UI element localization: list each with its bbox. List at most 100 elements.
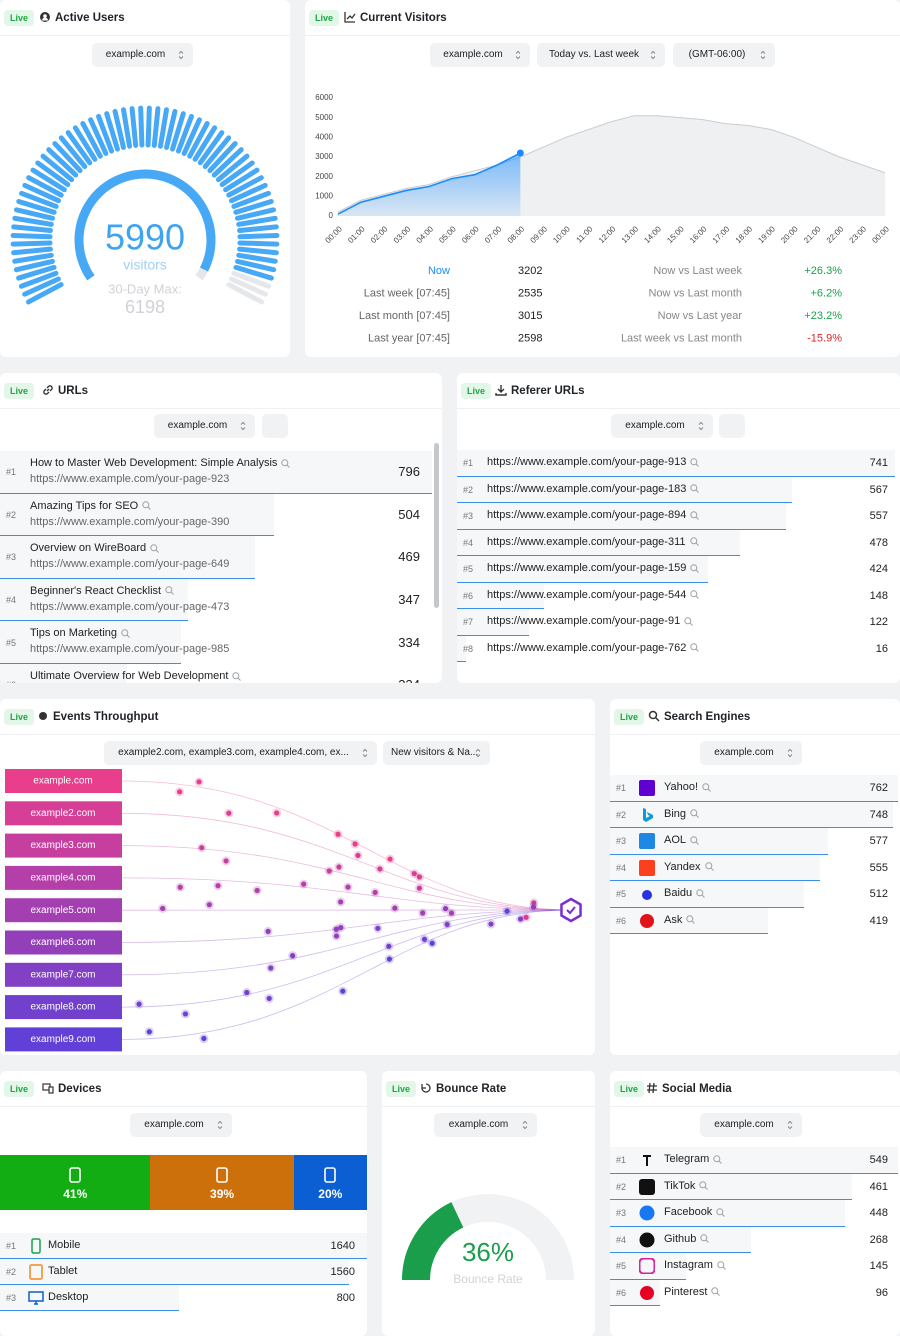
panel-header: Live Social Media <box>610 1071 900 1107</box>
gauge-bar <box>19 190 59 209</box>
chevron <box>650 50 656 60</box>
x-tick-label: 03:00 <box>392 224 413 245</box>
select-text: Today vs. Last week <box>548 49 640 60</box>
gauge-bar <box>211 147 244 178</box>
select[interactable]: New visitors & Na... <box>383 741 490 765</box>
stat-label: Last year [07:45] <box>368 333 450 345</box>
x-tick-label: 12:00 <box>597 224 618 245</box>
item-name-wrap: Yahoo! <box>664 781 711 793</box>
item-bar <box>610 1253 687 1280</box>
source-label: example5.com <box>30 905 95 916</box>
stat-label: Last month [07:45] <box>359 310 450 322</box>
header-icon <box>43 385 53 395</box>
select[interactable]: example.com <box>130 1113 232 1137</box>
source-label: example3.com <box>30 840 95 851</box>
event-dot <box>201 1035 207 1042</box>
event-dot <box>340 988 346 994</box>
gauge-bar <box>65 130 93 166</box>
lens <box>142 501 150 509</box>
icon-shape <box>31 1238 41 1254</box>
chevron-icon <box>787 1120 793 1130</box>
select[interactable]: example.com <box>611 414 713 438</box>
search-icon <box>281 458 291 468</box>
y-tick-label: 0 <box>329 211 334 220</box>
item-count: 334 <box>398 634 420 650</box>
item-icon <box>639 1232 655 1248</box>
panel-title: Devices <box>58 1083 102 1095</box>
source-box <box>5 962 122 987</box>
select[interactable]: Today vs. Last week <box>537 43 665 67</box>
lens <box>716 1208 724 1216</box>
item-rank: #5 <box>616 1261 627 1272</box>
select[interactable]: example.com <box>700 741 802 765</box>
share-segment: 39% <box>150 1155 294 1210</box>
item-name: Desktop <box>48 1291 89 1303</box>
icon-part <box>43 14 47 18</box>
item-name: https://www.example.com/your-page-311 <box>487 535 686 548</box>
select-text: example.com <box>714 1119 774 1130</box>
item-bar <box>457 503 787 530</box>
icon-shape <box>642 890 652 901</box>
search-icon <box>717 1261 726 1270</box>
item-count: 504 <box>398 506 420 522</box>
select[interactable]: example.com <box>434 1113 537 1137</box>
event-dot <box>301 881 307 887</box>
stat-compare: Now vs Last month <box>648 288 742 300</box>
gauge-bar <box>96 113 115 154</box>
item-bar <box>610 775 898 802</box>
item-rank: #5 <box>616 889 627 900</box>
item-name: AOL <box>664 834 687 847</box>
item-bar <box>0 536 255 579</box>
event-dot <box>387 856 393 862</box>
icon-shape <box>640 913 654 928</box>
handle <box>695 516 700 520</box>
event-dot <box>333 933 340 939</box>
select[interactable]: example.com <box>430 43 530 67</box>
panel-title: Events Throughput <box>53 711 159 723</box>
event-dot <box>444 921 450 928</box>
select[interactable]: (GMT-06:00) <box>673 43 775 67</box>
search-icon <box>711 1287 721 1297</box>
source-box <box>5 1027 122 1052</box>
icon-part <box>421 1083 431 1093</box>
item-rank: #3 <box>6 552 17 563</box>
item-count: 448 <box>869 1207 888 1220</box>
gauge-bar <box>197 130 225 166</box>
event-dot <box>345 884 351 890</box>
select[interactable]: example.com <box>700 1113 802 1137</box>
active-users-panel: Live Active Users example.com 5990 visitors 3… <box>0 0 290 357</box>
icon-shape <box>69 1167 82 1183</box>
icon-part <box>344 12 356 23</box>
search-icon <box>690 458 700 467</box>
search-icon <box>150 543 160 553</box>
gauge-bar <box>12 215 54 227</box>
event-dot <box>420 910 426 916</box>
select[interactable]: example.com <box>154 414 255 438</box>
item-name-wrap: https://www.example.com/your-page-311 <box>487 536 699 548</box>
item-bar <box>610 801 893 828</box>
item-icon <box>31 1238 41 1254</box>
select[interactable]: example.com <box>92 43 193 67</box>
layers-button[interactable] <box>262 414 288 438</box>
chevron <box>475 748 481 758</box>
item-name-wrap: Tips on Marketing <box>30 627 130 639</box>
icon-shape <box>643 807 653 822</box>
item-name-wrap: https://www.example.com/your-page-762 <box>487 642 700 654</box>
event-dot <box>266 995 272 1002</box>
select-text: example.com <box>443 49 503 60</box>
select[interactable]: example2.com, example3.com, example4.com… <box>104 741 377 765</box>
chevron <box>362 748 368 758</box>
layers-button[interactable] <box>719 414 745 438</box>
item-name-wrap: https://www.example.com/your-page-913 <box>487 456 700 468</box>
event-dot <box>338 899 344 905</box>
icon-part <box>42 17 48 21</box>
icon-part <box>495 385 507 396</box>
gauge-bar <box>18 270 59 289</box>
event-dot <box>338 924 344 931</box>
gauge-bar <box>46 147 79 178</box>
list-row: #3 Facebook 448 <box>610 1200 900 1227</box>
source-label: example6.com <box>30 937 95 948</box>
item-name: Mobile <box>48 1239 81 1251</box>
item-count: 567 <box>869 483 888 496</box>
